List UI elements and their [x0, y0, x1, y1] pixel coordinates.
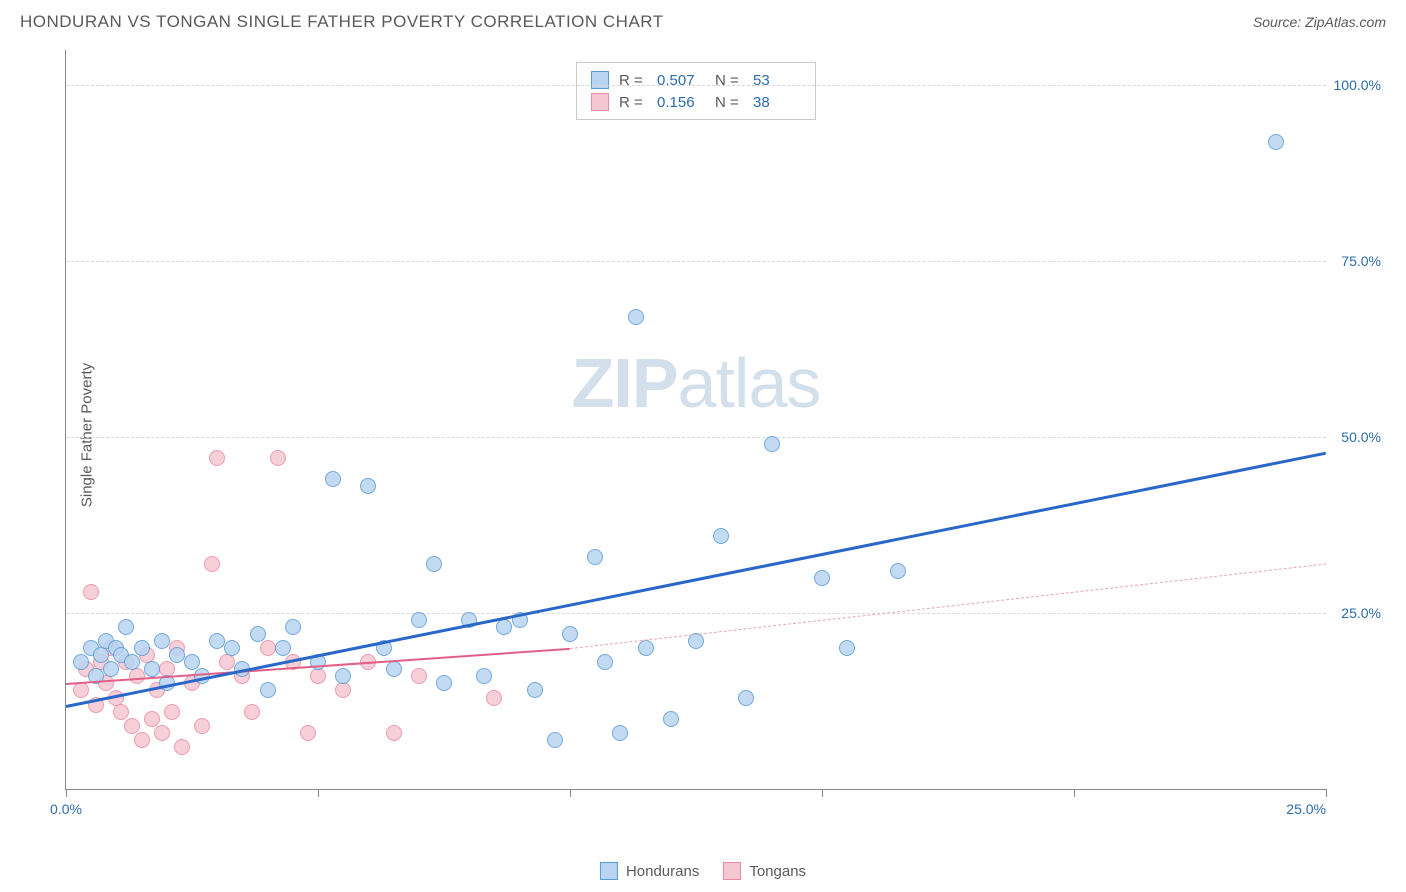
x-tick — [66, 789, 67, 797]
source-attribution: Source: ZipAtlas.com — [1253, 14, 1386, 30]
x-tick — [1326, 789, 1327, 797]
x-tick — [1074, 789, 1075, 797]
honduran-point — [335, 668, 351, 684]
honduran-point — [73, 654, 89, 670]
plot-area: ZIPatlas R = 0.507 N = 53 R = 0.156 N = … — [65, 50, 1326, 790]
honduran-point — [154, 633, 170, 649]
honduran-trend — [66, 451, 1327, 707]
honduran-point — [411, 612, 427, 628]
watermark: ZIPatlas — [572, 343, 821, 423]
y-tick-label: 25.0% — [1341, 605, 1381, 621]
honduran-point — [562, 626, 578, 642]
honduran-point — [587, 549, 603, 565]
tongan-point — [260, 640, 276, 656]
honduran-point — [597, 654, 613, 670]
legend-item-hondurans: Hondurans — [600, 862, 699, 880]
honduran-point — [325, 471, 341, 487]
honduran-point — [386, 661, 402, 677]
gridline — [66, 85, 1326, 86]
y-tick-label: 100.0% — [1334, 77, 1381, 93]
honduran-point — [224, 640, 240, 656]
honduran-point — [260, 682, 276, 698]
honduran-point — [628, 309, 644, 325]
honduran-point — [103, 661, 119, 677]
honduran-point — [547, 732, 563, 748]
series-legend: Hondurans Tongans — [600, 862, 806, 880]
honduran-point — [250, 626, 266, 642]
honduran-point — [426, 556, 442, 572]
tongan-point — [300, 725, 316, 741]
honduran-point — [169, 647, 185, 663]
chart-title: HONDURAN VS TONGAN SINGLE FATHER POVERTY… — [20, 12, 664, 32]
tongan-point — [310, 668, 326, 684]
honduran-point — [360, 478, 376, 494]
gridline — [66, 437, 1326, 438]
tongan-point — [124, 718, 140, 734]
tongan-point — [113, 704, 129, 720]
honduran-point — [134, 640, 150, 656]
tongan-trend-extrapolated — [570, 564, 1326, 649]
honduran-point — [688, 633, 704, 649]
chart-container: Single Father Poverty ZIPatlas R = 0.507… — [55, 40, 1386, 830]
stats-legend: R = 0.507 N = 53 R = 0.156 N = 38 — [576, 62, 816, 120]
swatch-hondurans — [600, 862, 618, 880]
honduran-point — [738, 690, 754, 706]
honduran-point — [890, 563, 906, 579]
honduran-point — [93, 647, 109, 663]
legend-item-tongans: Tongans — [723, 862, 806, 880]
honduran-point — [1268, 134, 1284, 150]
swatch-tongans — [591, 93, 609, 111]
honduran-point — [713, 528, 729, 544]
honduran-point — [285, 619, 301, 635]
tongan-point — [129, 668, 145, 684]
gridline — [66, 261, 1326, 262]
gridline — [66, 613, 1326, 614]
x-tick — [318, 789, 319, 797]
honduran-point — [209, 633, 225, 649]
tongan-point — [335, 682, 351, 698]
stats-row-tongans: R = 0.156 N = 38 — [591, 91, 801, 113]
y-tick-label: 50.0% — [1341, 429, 1381, 445]
tongan-point — [244, 704, 260, 720]
tongan-point — [270, 450, 286, 466]
tongan-point — [144, 711, 160, 727]
honduran-point — [496, 619, 512, 635]
tongan-point — [219, 654, 235, 670]
tongan-point — [411, 668, 427, 684]
tongan-point — [134, 732, 150, 748]
tongan-point — [164, 704, 180, 720]
tongan-point — [486, 690, 502, 706]
honduran-point — [118, 619, 134, 635]
tongan-point — [209, 450, 225, 466]
x-tick — [822, 789, 823, 797]
tongan-point — [154, 725, 170, 741]
honduran-point — [527, 682, 543, 698]
swatch-tongans — [723, 862, 741, 880]
honduran-point — [764, 436, 780, 452]
honduran-point — [638, 640, 654, 656]
honduran-point — [814, 570, 830, 586]
tongan-point — [386, 725, 402, 741]
stats-row-hondurans: R = 0.507 N = 53 — [591, 69, 801, 91]
x-tick-label: 25.0% — [1286, 801, 1326, 817]
y-tick-label: 75.0% — [1341, 253, 1381, 269]
x-tick-label: 0.0% — [50, 801, 82, 817]
honduran-point — [612, 725, 628, 741]
tongan-point — [204, 556, 220, 572]
honduran-point — [184, 654, 200, 670]
honduran-point — [436, 675, 452, 691]
swatch-hondurans — [591, 71, 609, 89]
honduran-point — [476, 668, 492, 684]
tongan-point — [174, 739, 190, 755]
honduran-point — [124, 654, 140, 670]
tongan-point — [83, 584, 99, 600]
honduran-point — [663, 711, 679, 727]
tongan-point — [73, 682, 89, 698]
tongan-point — [194, 718, 210, 734]
honduran-point — [839, 640, 855, 656]
x-tick — [570, 789, 571, 797]
honduran-point — [144, 661, 160, 677]
honduran-point — [275, 640, 291, 656]
